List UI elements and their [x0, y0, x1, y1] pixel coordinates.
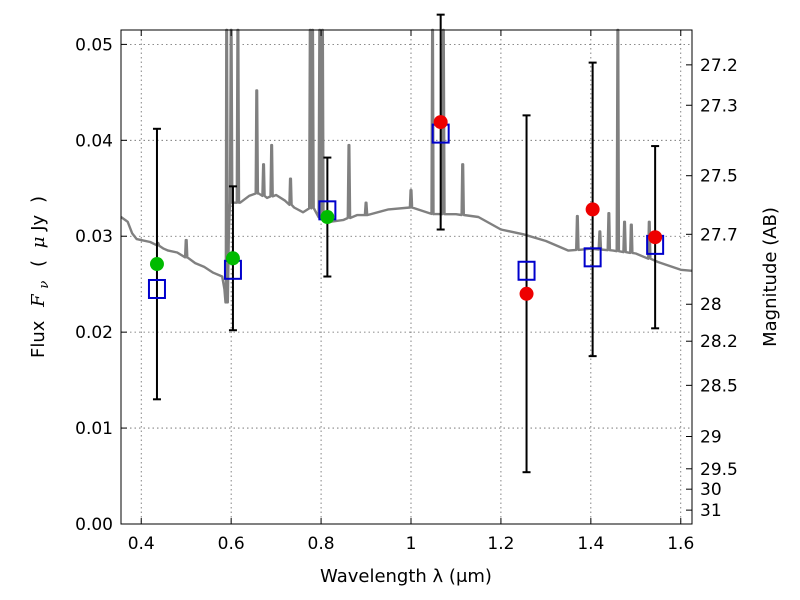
x-tick-label-2: 0.8 — [308, 534, 335, 554]
y2-tick-label-8: 29.5 — [700, 460, 738, 480]
y2-tick-label-2: 27.5 — [700, 167, 738, 187]
IR-point-2 — [585, 202, 600, 217]
x-tick-label-4: 1.2 — [487, 534, 514, 554]
y-label-paren-close: ) — [28, 196, 49, 203]
y-label-unit: Jy — [28, 214, 49, 231]
plot-frame — [120, 29, 693, 525]
detected-point-2 — [320, 210, 335, 225]
y2-tick-label-7: 29 — [700, 428, 722, 448]
y-tick-label-1: 0.01 — [75, 419, 113, 439]
y-tick-label-2: 0.02 — [75, 323, 113, 343]
x-tick-label-3: 1 — [406, 534, 417, 554]
y-label-subscript: ν — [37, 281, 52, 289]
x-tick-label-5: 1.4 — [577, 534, 604, 554]
model-square-5 — [583, 247, 602, 268]
x-axis-label: Wavelength λ (μm) — [320, 566, 492, 587]
x-tick-label-0: 0.4 — [128, 534, 155, 554]
y2-tick-label-0: 27.2 — [700, 56, 738, 76]
IR-point-0 — [433, 115, 448, 130]
x-tick-labels: 0.4 0.6 0.8 1 1.2 1.4 1.6 — [128, 534, 695, 554]
data-circles — [149, 115, 663, 301]
y-tick-label-0: 0.00 — [75, 515, 113, 535]
IR-point-1 — [519, 286, 534, 301]
y2-tick-label-10: 31 — [700, 501, 722, 521]
IR-point-3 — [648, 230, 663, 245]
x-tick-label-6: 1.6 — [667, 534, 694, 554]
y-label-unit-symbol: μ — [28, 236, 49, 248]
y-label-symbol: F — [28, 293, 49, 308]
y-tick-label-3: 0.03 — [75, 227, 113, 247]
model-square-0 — [147, 278, 166, 299]
y-tick-label-4: 0.04 — [75, 131, 113, 151]
y2-tick-label-4: 28 — [700, 295, 722, 315]
spectrum-line — [120, 28, 693, 304]
tick-marks — [121, 30, 692, 525]
y2-tick-label-5: 28.2 — [700, 332, 738, 352]
y-axis-label: Flux F ν ( μ Jy ) — [28, 196, 53, 358]
model-square-4 — [517, 260, 536, 281]
y2-tick-label-3: 27.7 — [700, 225, 738, 245]
y-label-paren-open: ( — [28, 260, 49, 267]
detected-point-1 — [225, 251, 240, 266]
y-tick-label-5: 0.05 — [75, 35, 113, 55]
template-spectrum — [120, 28, 693, 304]
y2-axis-label: Magnitude (AB) — [760, 207, 781, 347]
y2-tick-label-1: 27.3 — [700, 96, 738, 116]
y2-tick-label-9: 30 — [700, 480, 722, 500]
y-tick-labels: 0.00 0.01 0.02 0.03 0.04 0.05 — [75, 35, 113, 535]
y-label-prefix: Flux — [28, 320, 49, 358]
grid — [121, 30, 692, 524]
x-tick-label-1: 0.6 — [218, 534, 245, 554]
detected-point-0 — [149, 257, 164, 272]
y2-tick-label-6: 28.5 — [700, 376, 738, 396]
